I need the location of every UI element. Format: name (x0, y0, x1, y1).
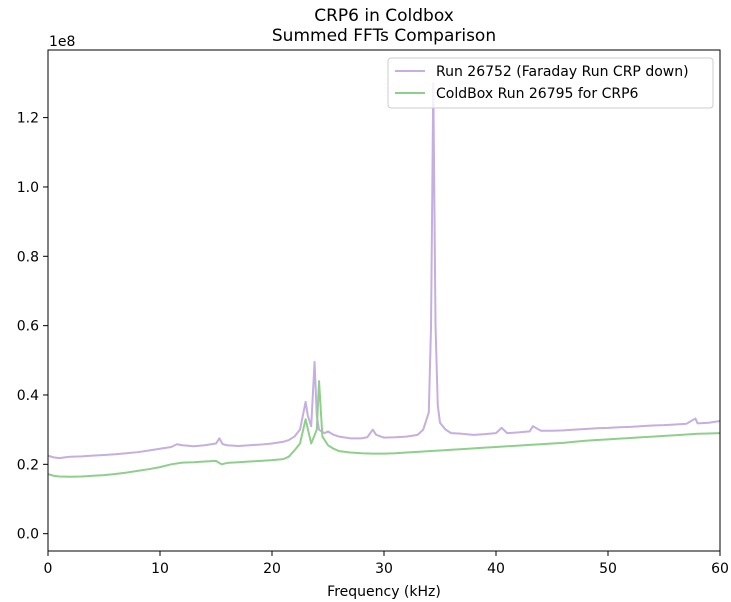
legend-label-coldbox-run-26795: ColdBox Run 26795 for CRP6 (436, 86, 639, 102)
y-axis-ticks: 0.0 0.2 0.4 0.6 0.8 1.0 1.2 (17, 111, 48, 543)
y-tick-label: 0.4 (17, 388, 39, 404)
y-tick-label: 0.0 (17, 527, 39, 543)
x-axis-label: Frequency (kHz) (327, 584, 441, 600)
x-tick-label: 50 (599, 561, 617, 577)
x-tick-label: 10 (151, 561, 169, 577)
y-offset-label: 1e8 (49, 34, 75, 50)
x-tick-label: 30 (375, 561, 393, 577)
chart-title: CRP6 in Coldbox (314, 6, 454, 26)
series-group (47, 81, 721, 478)
legend: Run 26752 (Faraday Run CRP down) ColdBox… (387, 57, 714, 109)
y-tick-label: 1.0 (17, 180, 39, 196)
series-line-0 (47, 81, 721, 460)
legend-label-run-26752: Run 26752 (Faraday Run CRP down) (436, 64, 689, 80)
series-line-1 (47, 380, 721, 478)
x-tick-label: 0 (44, 561, 53, 577)
legend-box (387, 57, 714, 109)
x-tick-label: 40 (487, 561, 505, 577)
chart-subtitle: Summed FFTs Comparison (272, 26, 496, 46)
x-tick-label: 60 (711, 561, 729, 577)
x-axis-ticks: 0 10 20 30 40 50 60 (44, 551, 729, 577)
y-tick-label: 0.6 (17, 319, 39, 335)
y-tick-label: 0.8 (17, 249, 39, 265)
y-tick-label: 1.2 (17, 111, 39, 127)
x-tick-label: 20 (263, 561, 281, 577)
plot-frame (47, 49, 721, 552)
y-tick-label: 0.2 (17, 457, 39, 473)
